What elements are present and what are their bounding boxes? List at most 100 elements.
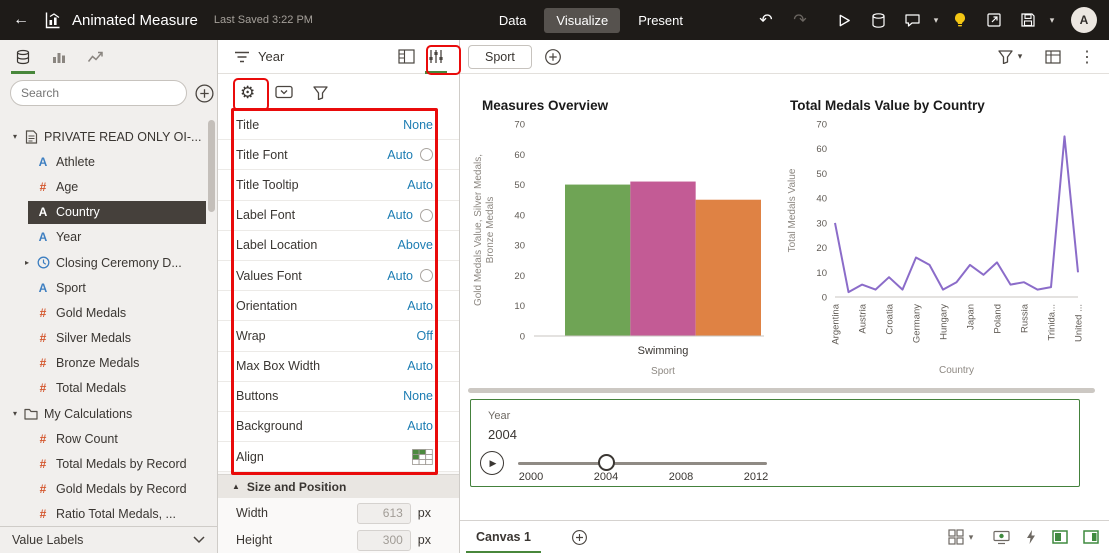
tree-item-row-count[interactable]: # Row Count (0, 426, 217, 451)
save-caret-icon[interactable]: ▾ (1049, 14, 1055, 25)
redo-button[interactable]: ↷ (783, 0, 817, 40)
height-input[interactable] (356, 529, 411, 551)
property-value[interactable]: Auto (387, 208, 413, 223)
add-data-button[interactable] (194, 82, 215, 104)
tab-data[interactable] (10, 40, 36, 74)
line-chart-visualization[interactable]: Total Medals Value by Country 0 10 20 30 40 5… (782, 98, 1092, 388)
grammar-panel-button[interactable] (391, 40, 421, 74)
property-row-wrap[interactable]: Wrap Off (218, 321, 459, 352)
size-position-section-header[interactable]: ▲ Size and Position (218, 474, 459, 499)
property-value[interactable]: Above (397, 238, 433, 253)
slider-play-button[interactable]: ▶ (480, 451, 504, 475)
property-row-align[interactable]: Align (218, 442, 459, 473)
format-tab[interactable] (275, 85, 293, 99)
property-value[interactable]: Auto (407, 419, 433, 434)
canvas-menu-button[interactable]: ⋮ (1079, 48, 1095, 66)
tree-item-silver-medals[interactable]: # Silver Medals (0, 326, 217, 351)
open-in-new-button[interactable] (977, 0, 1011, 40)
left-panel-scrollbar[interactable] (208, 120, 215, 212)
property-value[interactable]: Auto (387, 147, 413, 162)
bar-gold-medals-value[interactable] (565, 184, 631, 336)
filter-tab[interactable] (313, 85, 328, 100)
tree-item-label: Athlete (56, 154, 95, 169)
nav-data[interactable]: Data (498, 12, 527, 28)
property-row-label-font[interactable]: Label Font Auto (218, 201, 459, 231)
tree-item-my-calculations[interactable]: ▾ My Calculations (0, 401, 217, 426)
property-value[interactable]: Auto (407, 298, 433, 313)
year-slider-visualization[interactable]: Year 2004 ▶ 2000 2004 2008 2012 (470, 399, 1080, 487)
property-value[interactable]: Off (416, 328, 433, 343)
property-row-orientation[interactable]: Orientation Auto (218, 291, 459, 322)
property-row-background[interactable]: Background Auto (218, 412, 459, 443)
nav-present[interactable]: Present (638, 12, 683, 28)
slider-track[interactable] (518, 462, 767, 465)
save-button[interactable] (1011, 0, 1045, 40)
add-filter-button[interactable] (544, 48, 562, 66)
tab-analytics[interactable] (82, 40, 108, 74)
expand-icon[interactable]: ▸ (24, 258, 29, 268)
tree-item-year[interactable]: A Year (0, 225, 217, 250)
tree-item-ratio-total-medals[interactable]: # Ratio Total Medals, ... (0, 502, 217, 526)
general-settings-tab[interactable]: ⚙ (240, 84, 255, 101)
comments-caret-icon[interactable]: ▾ (933, 14, 939, 25)
tree-item-closing-ceremony-d[interactable]: ▸ Closing Ceremony D... (0, 250, 217, 275)
back-button[interactable]: ← (0, 0, 42, 40)
tree-item-age[interactable]: # Age (0, 174, 217, 199)
property-value[interactable]: None (403, 117, 433, 132)
property-row-title[interactable]: Title None (218, 110, 459, 141)
value-labels-section[interactable]: Value Labels (0, 526, 217, 553)
preview-button[interactable] (827, 0, 861, 40)
tree-item-total-medals[interactable]: # Total Medals (0, 376, 217, 401)
insights-button[interactable] (943, 0, 977, 40)
tab-visualizations[interactable] (46, 40, 72, 74)
comments-button[interactable] (895, 0, 929, 40)
property-row-label-location[interactable]: Label Location Above (218, 231, 459, 261)
property-value[interactable]: Auto (407, 359, 433, 374)
bar-silver-medals[interactable] (630, 181, 696, 336)
nav-visualize[interactable]: Visualize (544, 7, 621, 33)
tree-item-private-read-only-oi[interactable]: ▾ PRIVATE READ ONLY OI-... (0, 124, 217, 149)
auto-apply-button[interactable] (1025, 529, 1037, 545)
canvas-horizontal-scrollbar[interactable] (468, 388, 1095, 393)
collapse-icon[interactable]: ▾ (12, 132, 17, 142)
layout-grid-button[interactable]: ▾ (948, 529, 978, 545)
property-row-buttons[interactable]: Buttons None (218, 382, 459, 412)
undo-button[interactable]: ↶ (749, 0, 783, 40)
add-canvas-button[interactable] (571, 529, 588, 546)
tree-item-total-medals-by-record[interactable]: # Total Medals by Record (0, 451, 217, 476)
canvas-preview-button[interactable] (993, 530, 1010, 545)
tree-item-gold-medals-by-record[interactable]: # Gold Medals by Record (0, 477, 217, 502)
refresh-data-button[interactable] (861, 0, 895, 40)
tree-item-gold-medals[interactable]: # Gold Medals (0, 300, 217, 325)
right-panel-toggle-button[interactable] (1083, 530, 1099, 544)
canvas-tab[interactable]: Canvas 1 (460, 521, 547, 553)
filters-menu-button[interactable]: ▾ (998, 49, 1027, 64)
avatar[interactable]: A (1071, 7, 1097, 33)
tree-item-athlete[interactable]: A Athlete (0, 149, 217, 174)
filter-pill-sport[interactable]: Sport (468, 44, 532, 69)
search-input[interactable] (10, 80, 187, 106)
font-auto-icon[interactable] (420, 269, 433, 283)
property-value[interactable]: Auto (407, 177, 433, 192)
bar-bronze-medals[interactable] (695, 199, 761, 336)
pivot-view-button[interactable] (1045, 49, 1061, 64)
font-auto-icon[interactable] (420, 208, 433, 222)
line-series-total-medals-value[interactable] (834, 135, 1079, 294)
property-row-max-box-width[interactable]: Max Box Width Auto (218, 352, 459, 382)
collapse-icon[interactable]: ▾ (12, 409, 17, 419)
property-row-title-font[interactable]: Title Font Auto (218, 140, 459, 171)
property-value[interactable]: None (403, 389, 433, 404)
tree-item-bronze-medals[interactable]: # Bronze Medals (0, 351, 217, 376)
left-panel-toggle-button[interactable] (1052, 530, 1068, 544)
width-input[interactable] (356, 502, 411, 524)
align-grid-icon[interactable] (412, 448, 433, 465)
property-row-values-font[interactable]: Values Font Auto (218, 261, 459, 292)
tree-item-sport[interactable]: A Sport (0, 275, 217, 300)
slider-handle[interactable] (598, 454, 615, 471)
property-value[interactable]: Auto (387, 268, 413, 283)
properties-panel-button[interactable] (421, 40, 451, 74)
bar-chart-visualization[interactable]: Measures Overview 0 10 20 30 40 50 60 70 Gold Me… (468, 98, 778, 388)
font-auto-icon[interactable] (420, 148, 433, 162)
property-row-title-tooltip[interactable]: Title Tooltip Auto (218, 170, 459, 201)
tree-item-country[interactable]: A Country (0, 200, 217, 225)
